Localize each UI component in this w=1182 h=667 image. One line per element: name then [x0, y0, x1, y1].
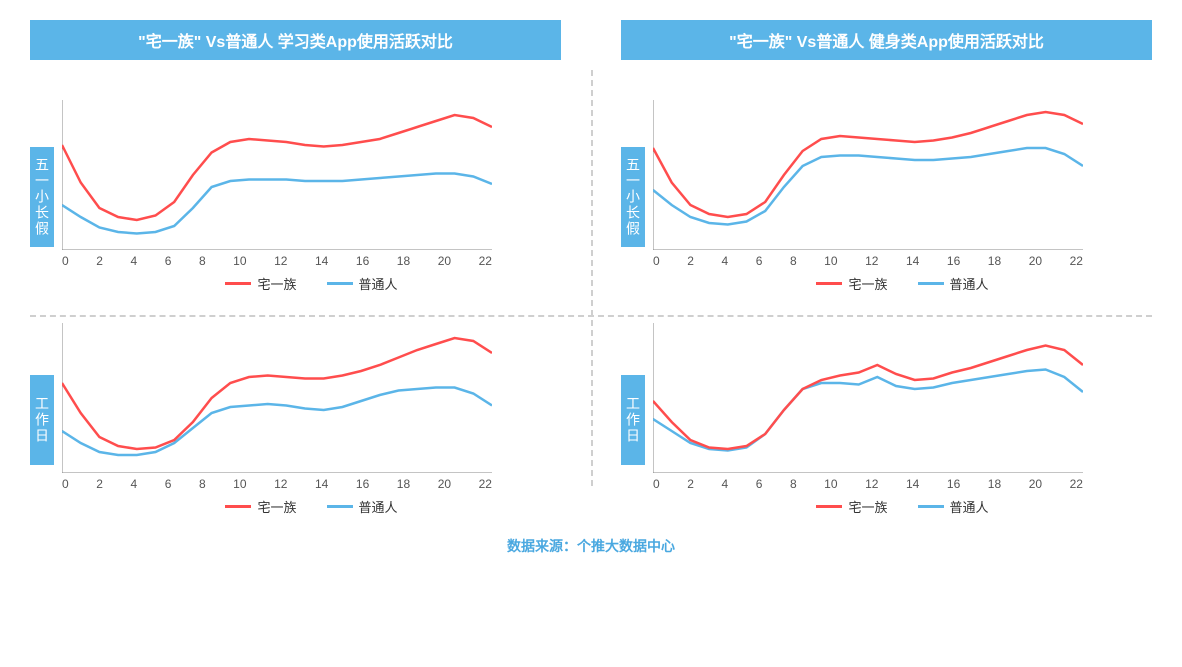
x-tick: 20 [1029, 477, 1042, 491]
legend-item-normal: 普通人 [918, 497, 989, 516]
x-tick: 18 [397, 254, 410, 268]
chart-legend: 宅一族 普通人 [653, 274, 1152, 293]
x-tick: 12 [274, 477, 287, 491]
line-chart [653, 323, 1083, 473]
x-tick: 0 [62, 254, 69, 268]
x-axis: 0 2 4 6 8 10 12 14 16 18 20 22 [653, 473, 1083, 491]
series-line-normal [653, 370, 1083, 451]
x-tick: 16 [947, 477, 960, 491]
x-tick: 14 [315, 254, 328, 268]
left-title: "宅一族" Vs普通人 学习类App使用活跃对比 [30, 20, 561, 60]
chart-legend: 宅一族 普通人 [62, 497, 561, 516]
x-tick: 18 [988, 254, 1001, 268]
x-tick: 10 [824, 477, 837, 491]
x-axis: 0 2 4 6 8 10 12 14 16 18 20 22 [62, 250, 492, 268]
chart-row: 五一小长假 0 2 4 6 8 10 12 14 16 18 20 22 宅一族 普通人 [621, 100, 1152, 293]
x-tick: 20 [438, 254, 451, 268]
x-tick: 18 [988, 477, 1001, 491]
line-chart [653, 100, 1083, 250]
x-tick: 4 [721, 254, 728, 268]
x-tick: 8 [199, 254, 206, 268]
legend-item-zhai: 宅一族 [225, 274, 296, 293]
legend-item-normal: 普通人 [327, 497, 398, 516]
x-tick: 6 [165, 254, 172, 268]
series-line-zhai [653, 346, 1083, 450]
x-tick: 4 [130, 477, 137, 491]
chart-row: 五一小长假 0 2 4 6 8 10 12 14 16 18 20 22 宅一族 普通人 [30, 100, 561, 293]
x-tick: 0 [62, 477, 69, 491]
line-chart [62, 100, 492, 250]
x-tick: 22 [1070, 477, 1083, 491]
x-tick: 10 [233, 254, 246, 268]
x-tick: 2 [687, 477, 694, 491]
x-tick: 6 [756, 477, 763, 491]
series-line-normal [653, 148, 1083, 225]
row-vertical-label: 工作日 [30, 375, 54, 465]
series-line-zhai [62, 115, 492, 220]
series-line-zhai [62, 338, 492, 449]
x-tick: 16 [356, 477, 369, 491]
x-tick: 22 [479, 477, 492, 491]
x-tick: 20 [1029, 254, 1042, 268]
x-tick: 14 [315, 477, 328, 491]
vertical-divider [591, 70, 593, 486]
x-axis: 0 2 4 6 8 10 12 14 16 18 20 22 [653, 250, 1083, 268]
chart-row: 工作日 0 2 4 6 8 10 12 14 16 18 20 22 宅一族 普通人 [621, 323, 1152, 516]
x-tick: 2 [96, 254, 103, 268]
row-vertical-label: 五一小长假 [621, 147, 645, 247]
x-tick: 22 [479, 254, 492, 268]
x-tick: 2 [96, 477, 103, 491]
x-tick: 14 [906, 254, 919, 268]
legend-item-zhai: 宅一族 [225, 497, 296, 516]
x-tick: 6 [165, 477, 172, 491]
legend-item-zhai: 宅一族 [816, 274, 887, 293]
x-tick: 8 [790, 477, 797, 491]
x-tick: 2 [687, 254, 694, 268]
x-tick: 0 [653, 254, 660, 268]
chart-row: 工作日 0 2 4 6 8 10 12 14 16 18 20 22 宅一族 普通人 [30, 323, 561, 516]
x-tick: 18 [397, 477, 410, 491]
data-source: 数据来源：个推大数据中心 [30, 536, 1152, 556]
chart-legend: 宅一族 普通人 [653, 497, 1152, 516]
series-line-normal [62, 388, 492, 456]
legend-item-normal: 普通人 [327, 274, 398, 293]
chart-legend: 宅一族 普通人 [62, 274, 561, 293]
x-tick: 6 [756, 254, 763, 268]
legend-item-zhai: 宅一族 [816, 497, 887, 516]
legend-item-normal: 普通人 [918, 274, 989, 293]
x-tick: 14 [906, 477, 919, 491]
right-column: "宅一族" Vs普通人 健身类App使用活跃对比 五一小长假 0 2 4 6 8 10 12… [621, 20, 1152, 516]
x-tick: 8 [199, 477, 206, 491]
x-tick: 8 [790, 254, 797, 268]
x-tick: 16 [356, 254, 369, 268]
x-tick: 0 [653, 477, 660, 491]
line-chart [62, 323, 492, 473]
x-tick: 10 [233, 477, 246, 491]
x-tick: 22 [1070, 254, 1083, 268]
series-line-zhai [653, 112, 1083, 217]
x-tick: 4 [130, 254, 137, 268]
x-tick: 10 [824, 254, 837, 268]
x-tick: 16 [947, 254, 960, 268]
row-vertical-label: 工作日 [621, 375, 645, 465]
left-column: "宅一族" Vs普通人 学习类App使用活跃对比 五一小长假 0 2 4 6 8 10 12… [30, 20, 561, 516]
series-line-normal [62, 174, 492, 234]
row-vertical-label: 五一小长假 [30, 147, 54, 247]
right-title: "宅一族" Vs普通人 健身类App使用活跃对比 [621, 20, 1152, 60]
x-tick: 4 [721, 477, 728, 491]
x-tick: 20 [438, 477, 451, 491]
x-axis: 0 2 4 6 8 10 12 14 16 18 20 22 [62, 473, 492, 491]
x-tick: 12 [865, 477, 878, 491]
x-tick: 12 [274, 254, 287, 268]
x-tick: 12 [865, 254, 878, 268]
